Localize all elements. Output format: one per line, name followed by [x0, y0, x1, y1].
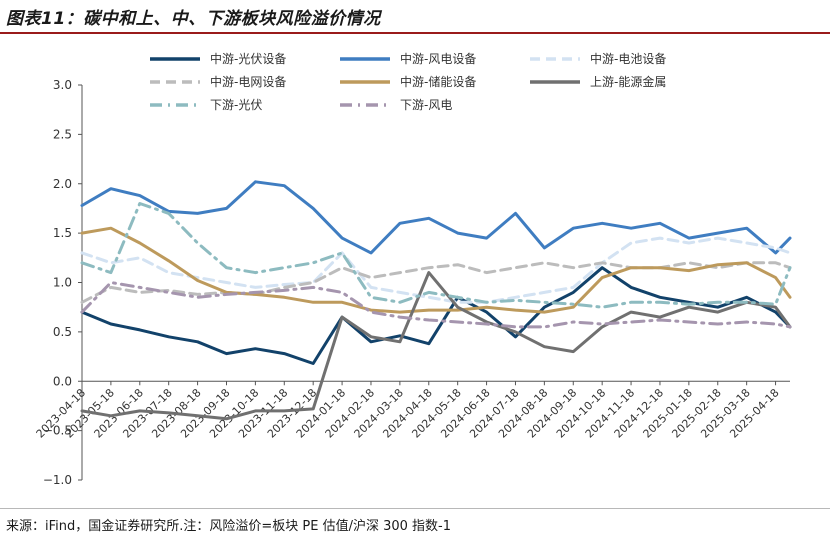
series-line	[80, 180, 792, 255]
series-line	[80, 202, 792, 309]
y-tick-label: 3.0	[53, 78, 72, 92]
title-divider	[0, 32, 830, 34]
y-tick-label: 0.0	[53, 374, 72, 388]
series-line	[80, 226, 792, 314]
y-tick-label: 2.0	[53, 177, 72, 191]
footer-divider	[0, 508, 830, 509]
y-axis: −1.0 −0.5 0.0 0.5 1.0 1.5 2.0 2.5 3.0	[43, 78, 83, 487]
y-tick-label: −1.0	[43, 473, 72, 487]
legend-label: 中游-电网设备	[210, 74, 286, 89]
legend-label: 中游-光伏设备	[210, 51, 286, 66]
chart-title: 图表11：碳中和上、中、下游板块风险溢价情况	[6, 9, 381, 29]
series-line	[80, 271, 792, 421]
plot-area	[80, 180, 792, 421]
legend-label: 下游-光伏	[210, 98, 262, 112]
legend-label: 上游-能源金属	[590, 74, 666, 89]
legend-label: 中游-储能设备	[400, 74, 476, 89]
y-tick-label: 2.5	[53, 127, 72, 141]
y-tick-label: 1.5	[53, 226, 72, 240]
series-line	[80, 281, 792, 329]
source-note: 来源：iFind，国金证券研究所.注：风险溢价=板块 PE 估值/沪深 300 …	[6, 519, 452, 534]
legend-label: 中游-电池设备	[590, 51, 666, 66]
legend-label: 中游-风电设备	[400, 51, 476, 66]
series-line	[80, 236, 792, 304]
y-tick-label: 1.0	[53, 276, 72, 290]
legend-label: 下游-风电	[400, 98, 452, 112]
y-tick-label: −0.5	[43, 424, 72, 438]
series-line	[80, 261, 792, 304]
y-tick-label: 0.5	[53, 325, 72, 339]
